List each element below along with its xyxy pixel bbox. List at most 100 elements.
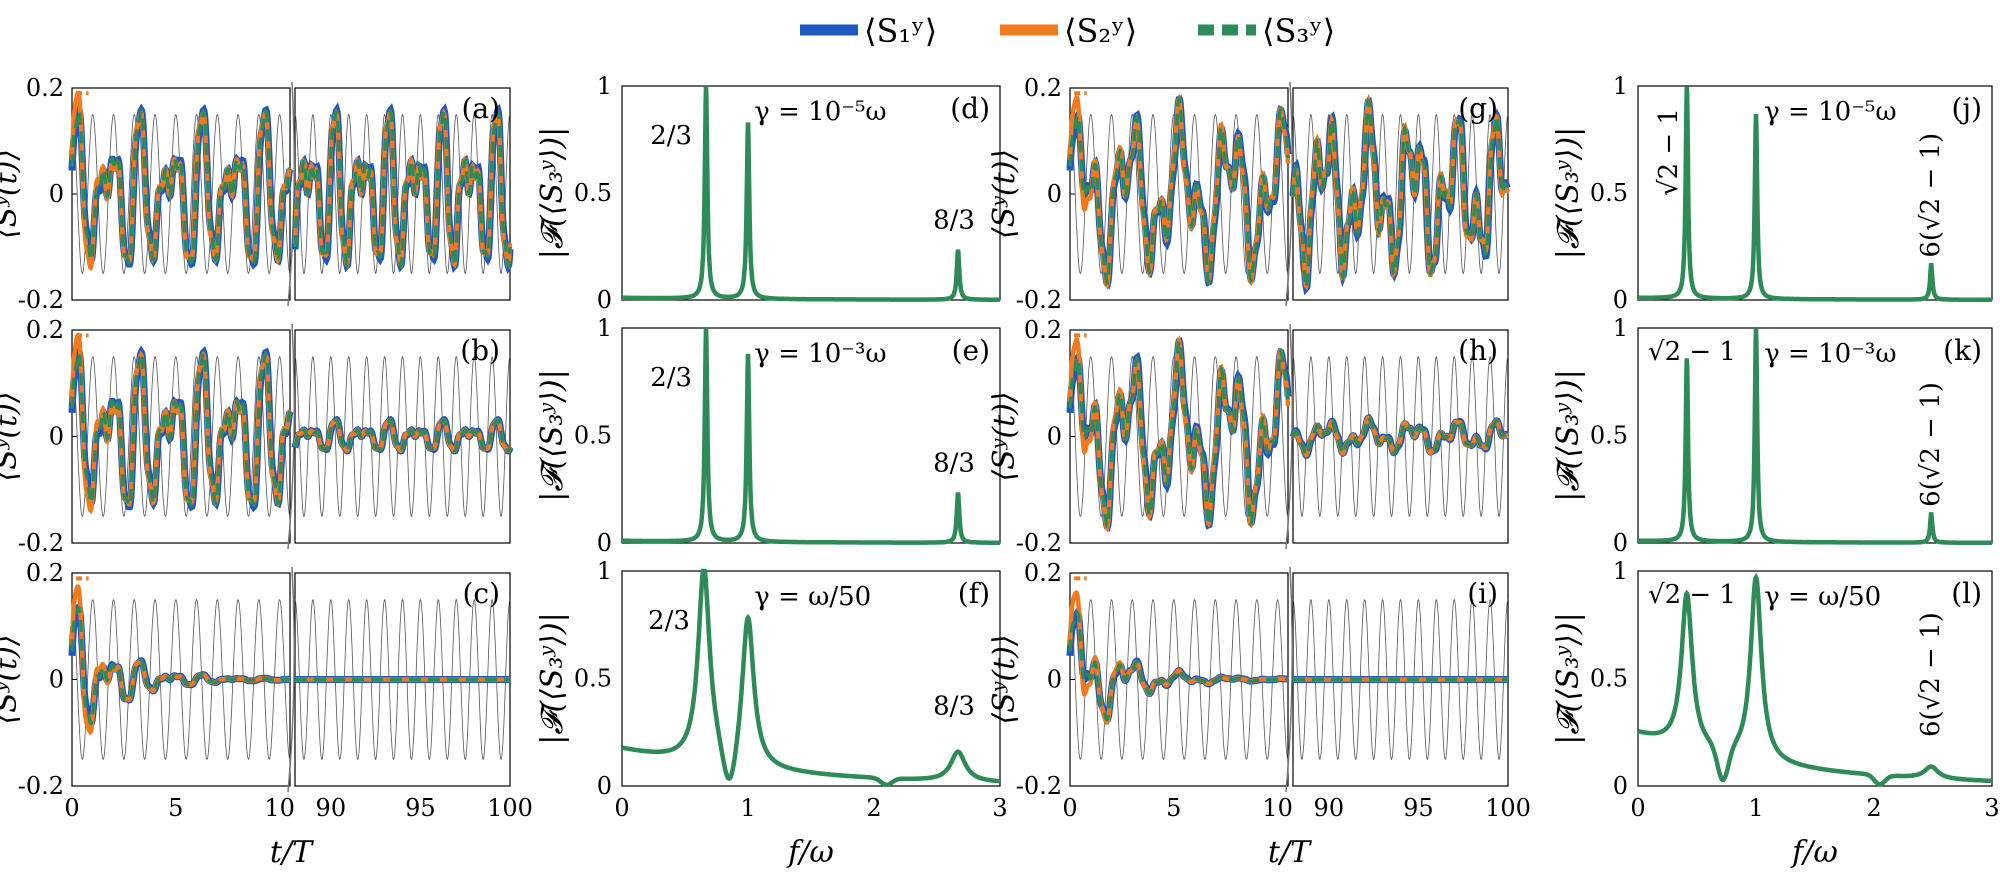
x-tick-label: 10 xyxy=(1262,794,1293,822)
panel-label: (f) xyxy=(958,577,990,610)
series-s3-left xyxy=(1068,337,1290,529)
panels: 0.20-0.2⟨Sʸ(t)⟩(a)0.20-0.2⟨Sʸ(t)⟩(b)0.20… xyxy=(0,72,2000,870)
drive-curve-right xyxy=(294,598,511,761)
x-tick-label: 0 xyxy=(64,794,79,822)
panel-a: 0.2 0 -0.2 ⟨Sʸ(t)⟩ (a) xyxy=(0,74,514,314)
x-tick-label: 1 xyxy=(1748,794,1763,822)
y-tick-label: 0.5 xyxy=(1590,179,1628,207)
axis-break-mark xyxy=(1285,566,1293,793)
y-tick-label: 0.5 xyxy=(574,179,612,207)
y-tick-label: -0.2 xyxy=(18,772,64,800)
y-axis-label: ⟨Sʸ(t)⟩ xyxy=(0,149,24,239)
y-tick-label: 0.2 xyxy=(26,74,64,102)
panel-k: 1 0.5 0 |𝓕(⟨S₃ʸ⟩)| (k) γ = 10⁻³ω √2 − 1 6(√2 − … xyxy=(1551,314,1993,557)
x-tick-label: 1 xyxy=(740,794,755,822)
y-tick-label: 0.5 xyxy=(574,665,612,693)
panel-j: 1 0.5 0 |𝓕(⟨S₃ʸ⟩)| (j) γ = 10⁻⁵ω √2 − 1 6(√2 − … xyxy=(1551,72,1993,314)
drive-curve-right xyxy=(1292,113,1509,275)
peak-label: 2/3 xyxy=(650,363,692,393)
y-tick-label: 1 xyxy=(1613,72,1628,100)
x-tick-label: 0 xyxy=(614,794,629,822)
gamma-annotation: γ = 10⁻⁵ω xyxy=(1764,97,1896,127)
panel-b: 0.2 0 -0.2 ⟨Sʸ(t)⟩ (b) xyxy=(0,316,514,557)
x-axis-label: f/ω xyxy=(786,835,834,870)
y-tick-label: 0.2 xyxy=(1024,74,1062,102)
y-axis-label: |𝓕(⟨S₃ʸ⟩)| xyxy=(535,612,570,744)
y-axis-label: ⟨Sʸ(t)⟩ xyxy=(987,634,1022,724)
y-axis-label: |𝓕(⟨S₃ʸ⟩)| xyxy=(1551,127,1586,259)
legend: ⟨S₁ʸ⟩ ⟨S₂ʸ⟩ ⟨S₃ʸ⟩ xyxy=(800,12,1335,50)
peak-label: 6(√2 − 1) xyxy=(1916,612,1946,737)
y-tick-label: 1 xyxy=(597,314,612,342)
peak-label: 8/3 xyxy=(933,206,975,236)
y-tick-label: 0 xyxy=(49,423,64,451)
peak-label: 6(√2 − 1) xyxy=(1916,382,1946,507)
y-axis-label: ⟨Sʸ(t)⟩ xyxy=(987,149,1022,239)
gamma-annotation: γ = 10⁻⁵ω xyxy=(754,97,886,127)
series-s3-left xyxy=(1068,609,1289,722)
x-tick-label: 5 xyxy=(168,794,183,822)
y-tick-label: 0 xyxy=(597,286,612,314)
panel-label: (d) xyxy=(950,92,990,125)
panel-e: 1 0.5 0 |𝓕(⟨S₃ʸ⟩)| (e) γ = 10⁻³ω 2/3 8/3 xyxy=(535,314,1001,557)
spectrum-curve xyxy=(1637,572,1992,787)
series-s3-left xyxy=(70,605,290,726)
panel-label: (k) xyxy=(1943,334,1982,367)
x-axis-label: f/ω xyxy=(1790,835,1838,870)
x-axis-label: t/T xyxy=(270,835,314,870)
gamma-annotation: γ = 10⁻³ω xyxy=(1764,339,1896,369)
panel-label: (e) xyxy=(952,334,990,367)
x-axis-label: t/T xyxy=(1268,835,1312,870)
legend-label: ⟨S₁ʸ⟩ xyxy=(864,12,937,50)
legend-label: ⟨S₃ʸ⟩ xyxy=(1262,12,1335,50)
peak-label: 2/3 xyxy=(650,121,692,151)
legend-entry-1: ⟨S₁ʸ⟩ xyxy=(800,12,937,50)
x-tick-label: 3 xyxy=(992,794,1007,822)
peak-label: 8/3 xyxy=(933,691,975,721)
y-tick-label: 0 xyxy=(1047,666,1062,694)
drive-curve-right xyxy=(294,355,511,518)
axis-break-mark xyxy=(287,566,295,793)
x-tick-label: 95 xyxy=(1403,794,1434,822)
panel-g: 0.2 0 -0.2 ⟨Sʸ(t)⟩ (g) xyxy=(987,74,1511,314)
legend-entry-3: ⟨S₃ʸ⟩ xyxy=(1198,12,1335,50)
y-axis-label: |𝓕(⟨S₃ʸ⟩)| xyxy=(535,127,570,259)
peak-label: √2 − 1 xyxy=(1648,580,1736,610)
spectrum-curve xyxy=(622,85,1000,302)
panel-label: (g) xyxy=(1458,92,1498,125)
panel-f: 1 0.5 0 |𝓕(⟨S₃ʸ⟩)| (f) γ = ω/50 2/3 8/3 0 1 2 3 f/ω xyxy=(535,557,1008,870)
panel-label: (l) xyxy=(1951,577,1982,610)
y-tick-label: -0.2 xyxy=(1016,529,1062,557)
y-tick-label: 0 xyxy=(1613,772,1628,800)
axes-frame xyxy=(1637,570,1993,787)
panel-d: 1 0.5 0 |𝓕(⟨S₃ʸ⟩)| (d) γ = 10⁻⁵ω 2/3 8/3 xyxy=(535,72,1001,314)
drive-curve-right xyxy=(1292,355,1509,518)
y-tick-label: 0 xyxy=(1047,423,1062,451)
x-tick-label: 0 xyxy=(1062,794,1077,822)
y-axis-label: ⟨Sʸ(t)⟩ xyxy=(987,391,1022,481)
y-tick-label: 0 xyxy=(49,180,64,208)
y-tick-label: 1 xyxy=(1613,557,1628,585)
y-tick-label: -0.2 xyxy=(18,529,64,557)
x-tick-label: 100 xyxy=(1485,794,1531,822)
y-tick-label: 0 xyxy=(1613,529,1628,557)
panel-h: 0.2 0 -0.2 ⟨Sʸ(t)⟩ (h) xyxy=(987,316,1510,557)
y-tick-label: 0.2 xyxy=(26,316,64,344)
series-s3-left xyxy=(70,108,292,266)
y-axis-label: ⟨Sʸ(t)⟩ xyxy=(0,391,24,481)
y-tick-label: 0 xyxy=(1613,286,1628,314)
x-tick-label: 10 xyxy=(264,794,295,822)
y-tick-label: 0.5 xyxy=(574,422,612,450)
gamma-annotation: γ = 10⁻³ω xyxy=(754,339,886,369)
x-tick-label: 90 xyxy=(1314,794,1345,822)
y-tick-label: 1 xyxy=(597,72,612,100)
drive-curve-right xyxy=(1292,598,1509,761)
y-tick-label: 0 xyxy=(49,666,64,694)
y-tick-label: 0.5 xyxy=(1590,422,1628,450)
peak-label: 2/3 xyxy=(648,606,690,636)
axes-frame xyxy=(621,570,1001,787)
y-axis-label: ⟨Sʸ(t)⟩ xyxy=(0,634,24,724)
